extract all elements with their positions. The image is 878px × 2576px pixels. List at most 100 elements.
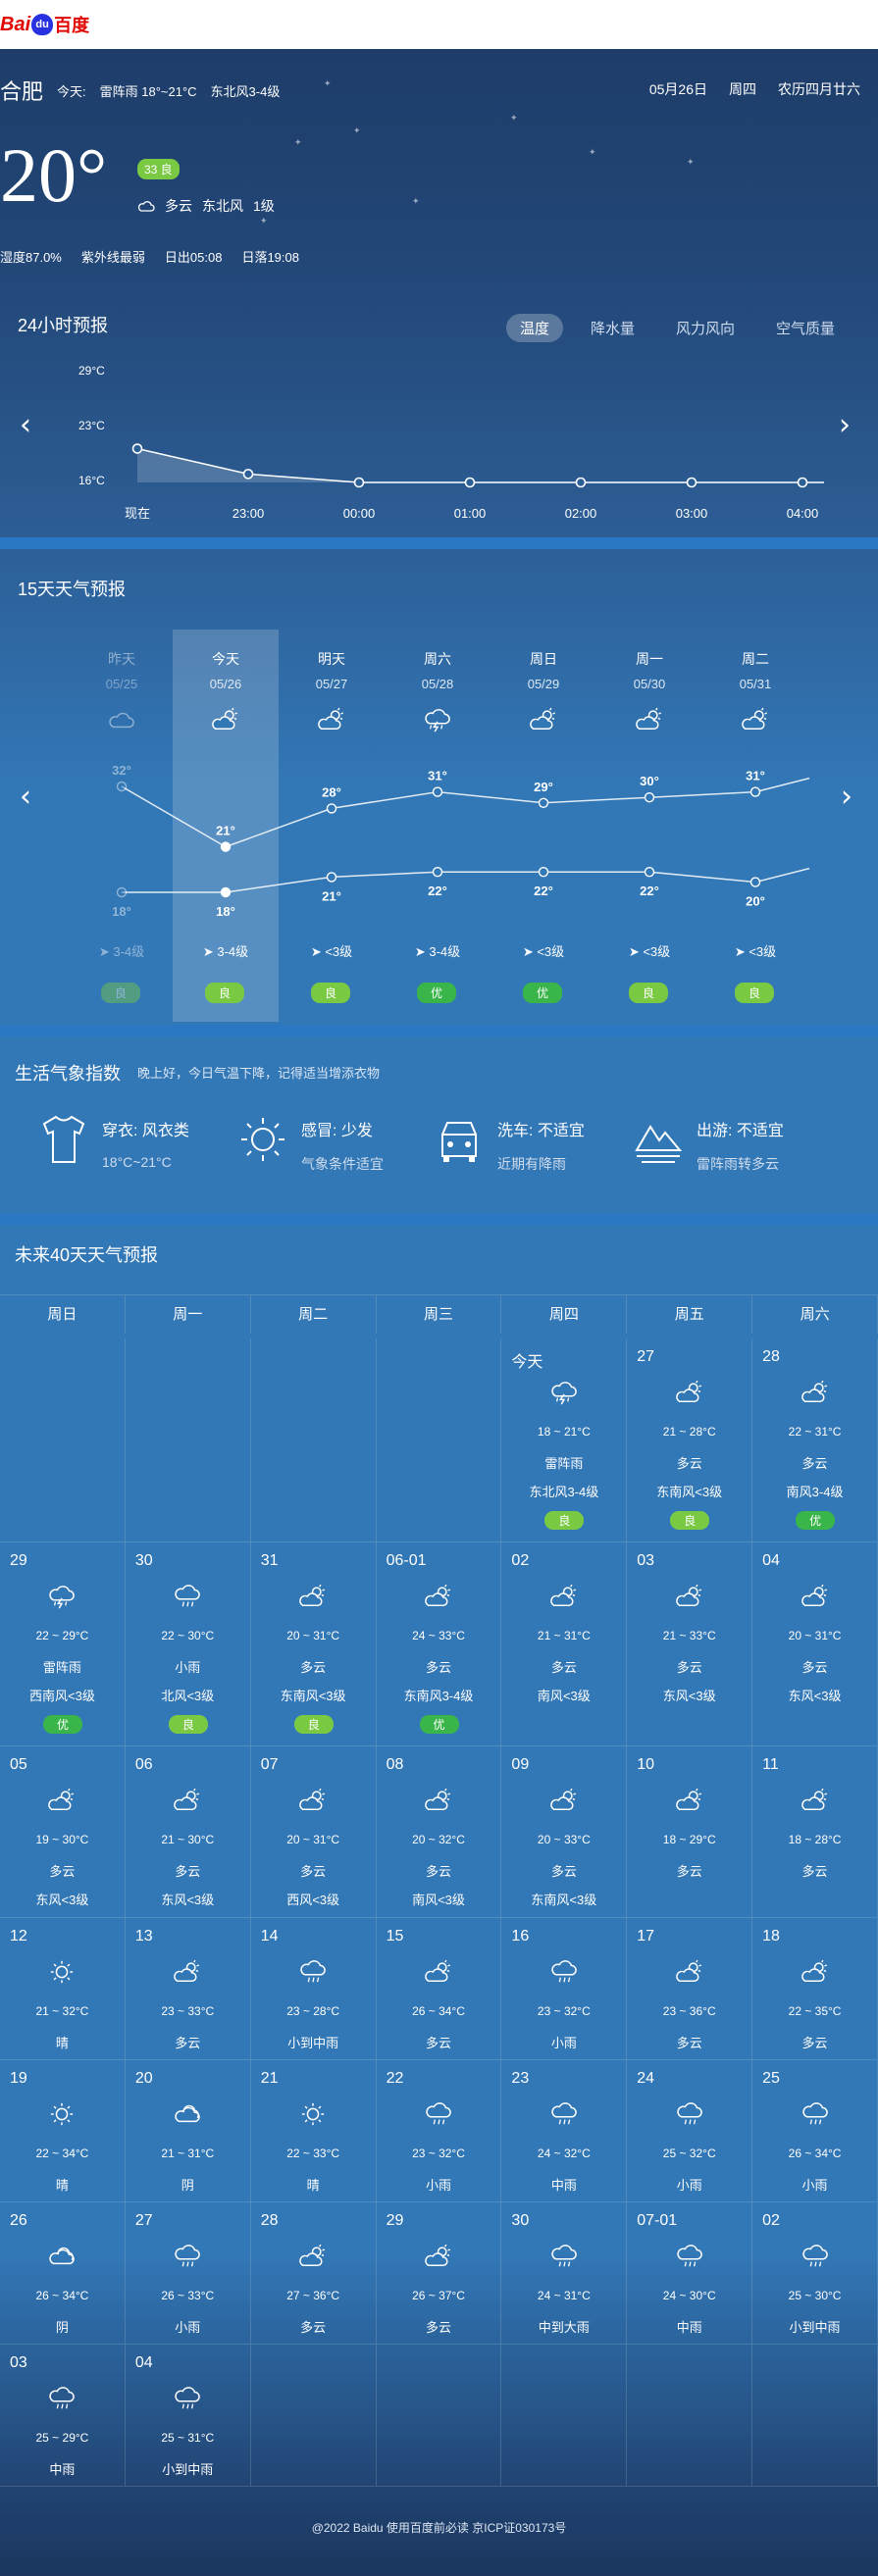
partly-cloudy-icon bbox=[174, 1959, 200, 1983]
day-column[interactable]: 周日 05/29 ➤ <3级优 bbox=[491, 630, 596, 1022]
life-subtitle: 晚上好，今日气温下降，记得适当增添衣物 bbox=[137, 1066, 381, 1081]
calendar-day-cell[interactable]: 19 22 ~ 34°C 晴 bbox=[0, 2060, 126, 2202]
day-column[interactable]: 周一 05/30 ➤ <3级良 bbox=[596, 630, 702, 1022]
cell-weather: 多云 bbox=[801, 1864, 828, 1879]
day-column[interactable]: 明天 05/27 ➤ <3级良 bbox=[279, 630, 385, 1022]
calendar-day-cell[interactable]: 27 21 ~ 28°C 多云 东南风<3级良 bbox=[627, 1339, 753, 1542]
calendar-day-cell[interactable]: 06 21 ~ 30°C 多云 东风<3级 bbox=[125, 1746, 251, 1918]
calendar-day-cell[interactable]: 28 27 ~ 36°C 多云 bbox=[250, 2202, 377, 2345]
day-column[interactable]: 周二 05/31 ➤ <3级良 bbox=[702, 630, 808, 1022]
calendar-day-cell[interactable]: 今天 18 ~ 21°C 雷阵雨 东北风3-4级良 bbox=[501, 1339, 628, 1542]
calendar-day-cell[interactable]: 02 21 ~ 31°C 多云 南风<3级 bbox=[501, 1542, 628, 1746]
city-name[interactable]: 合肥 bbox=[0, 79, 44, 104]
temp-point[interactable] bbox=[575, 477, 587, 488]
temp-point[interactable] bbox=[464, 477, 476, 488]
calendar-day-cell[interactable]: 30 22 ~ 30°C 小雨 北风<3级良 bbox=[125, 1542, 251, 1746]
life-item-travel[interactable]: 出游: 不适宜 雷阵雨转多云 bbox=[634, 1113, 784, 1174]
calendar-day-cell[interactable]: 26 26 ~ 34°C 阴 bbox=[0, 2202, 126, 2345]
calendar-day-cell[interactable]: 06-01 24 ~ 33°C 多云 东南风3-4级优 bbox=[376, 1542, 502, 1746]
calendar-day-cell[interactable]: 27 26 ~ 33°C 小雨 bbox=[125, 2202, 251, 2345]
chevron-right-icon[interactable]: › bbox=[839, 408, 851, 442]
calendar-day-cell[interactable]: 13 23 ~ 33°C 多云 bbox=[125, 1918, 251, 2060]
cell-weather: 多云 bbox=[676, 1864, 702, 1879]
cell-temp-range: 22 ~ 35°C bbox=[788, 2004, 842, 2018]
calendar-day-cell[interactable]: 17 23 ~ 36°C 多云 bbox=[627, 1918, 753, 2060]
day-column[interactable]: 周六 05/28 ➤ 3-4级优 bbox=[385, 630, 491, 1022]
temp-point[interactable] bbox=[686, 477, 697, 488]
calendar-day-cell[interactable]: 18 22 ~ 35°C 多云 bbox=[752, 1918, 878, 2060]
calendar-day-cell[interactable]: 22 23 ~ 32°C 小雨 bbox=[376, 2060, 502, 2202]
day-weekday: 今天 bbox=[212, 651, 239, 667]
calendar-day-cell[interactable]: 23 24 ~ 32°C 中雨 bbox=[501, 2060, 628, 2202]
life-item-cold[interactable]: 感冒: 少发 气象条件适宜 bbox=[238, 1113, 384, 1174]
calendar-day-cell[interactable]: 05 19 ~ 30°C 多云 东风<3级 bbox=[0, 1746, 126, 1918]
calendar-day-cell[interactable]: 03 25 ~ 29°C 中雨 bbox=[0, 2345, 126, 2487]
calendar-day-cell[interactable]: 30 24 ~ 31°C 中到大雨 bbox=[501, 2202, 628, 2345]
tab-wind[interactable]: 风力风向 bbox=[675, 321, 735, 337]
temp-point[interactable] bbox=[797, 477, 808, 488]
cell-icon-wrap bbox=[377, 2244, 501, 2273]
cell-weather: 多云 bbox=[425, 2320, 451, 2335]
cell-weather: 多云 bbox=[801, 2036, 828, 2050]
cell-temp-range: 23 ~ 33°C bbox=[161, 2004, 215, 2018]
calendar-day-cell[interactable]: 25 26 ~ 34°C 小雨 bbox=[752, 2060, 878, 2202]
cell-icon-wrap bbox=[126, 1584, 250, 1613]
calendar-day-cell[interactable]: 29 26 ~ 37°C 多云 bbox=[376, 2202, 502, 2345]
calendar-day-cell[interactable]: 10 18 ~ 29°C 多云 bbox=[627, 1746, 753, 1918]
thunder-icon bbox=[49, 1586, 76, 1609]
calendar-day-cell[interactable]: 15 26 ~ 34°C 多云 bbox=[376, 1918, 502, 2060]
car-icon bbox=[441, 1122, 477, 1162]
calendar-day-cell[interactable]: 04 20 ~ 31°C 多云 东风<3级 bbox=[752, 1542, 878, 1746]
cell-temp-range: 22 ~ 33°C bbox=[286, 2147, 340, 2160]
aqi-badge[interactable]: 33 良 bbox=[137, 159, 180, 179]
calendar-day-cell[interactable]: 11 18 ~ 28°C 多云 bbox=[752, 1746, 878, 1918]
day-wind: ➤ 3-4级 bbox=[414, 944, 461, 959]
tab-temperature[interactable]: 温度 bbox=[505, 314, 563, 342]
day-weekday: 周日 bbox=[530, 651, 557, 667]
chevron-left-icon[interactable]: ‹ bbox=[20, 408, 31, 442]
cell-wind: 南风3-4级 bbox=[786, 1485, 844, 1499]
calendar-day-cell[interactable]: 04 25 ~ 31°C 小到中雨 bbox=[125, 2345, 251, 2487]
temp-point[interactable] bbox=[131, 443, 143, 454]
calendar-day-cell[interactable]: 14 23 ~ 28°C 小到中雨 bbox=[250, 1918, 377, 2060]
baidu-logo[interactable]: Bai du 百度 bbox=[0, 12, 89, 37]
calendar-day-cell[interactable]: 07-01 24 ~ 30°C 中雨 bbox=[627, 2202, 753, 2345]
calendar-day-cell[interactable]: 07 20 ~ 31°C 多云 西风<3级 bbox=[250, 1746, 377, 1918]
day-date: 05/30 bbox=[633, 677, 666, 691]
day-date: 05/26 bbox=[209, 677, 242, 691]
calendar-day-cell[interactable]: 21 22 ~ 33°C 晴 bbox=[250, 2060, 377, 2202]
calendar-day-cell[interactable]: 31 20 ~ 31°C 多云 东南风<3级良 bbox=[250, 1542, 377, 1746]
cell-aqi-badge: 良 bbox=[670, 1511, 710, 1530]
rain-icon bbox=[551, 2102, 577, 2125]
calendar-day-cell[interactable]: 02 25 ~ 30°C 小到中雨 bbox=[752, 2202, 878, 2345]
low-temp-point bbox=[326, 872, 337, 883]
calendar-day-cell[interactable]: 08 20 ~ 32°C 多云 南风<3级 bbox=[376, 1746, 502, 1918]
cell-weather: 多云 bbox=[300, 1660, 327, 1675]
chevron-right-icon[interactable]: › bbox=[841, 780, 852, 814]
y-tick-label: 16°C bbox=[78, 474, 105, 487]
cell-icon-wrap bbox=[627, 1584, 751, 1613]
life-item-clothing[interactable]: 穿衣: 风衣类 18°C~21°C bbox=[39, 1113, 189, 1170]
chevron-left-icon[interactable]: ‹ bbox=[20, 780, 31, 814]
life-desc-cold: 气象条件适宜 bbox=[301, 1156, 384, 1172]
cell-temp-range: 25 ~ 29°C bbox=[35, 2431, 89, 2445]
tab-air-quality[interactable]: 空气质量 bbox=[775, 321, 835, 337]
calendar-day-cell[interactable]: 28 22 ~ 31°C 多云 南风3-4级优 bbox=[752, 1339, 878, 1542]
life-item-carwash[interactable]: 洗车: 不适宜 近期有降雨 bbox=[435, 1113, 585, 1174]
calendar-day-cell[interactable]: 09 20 ~ 33°C 多云 东南风<3级 bbox=[501, 1746, 628, 1918]
calendar-day-cell[interactable]: 20 21 ~ 31°C 阴 bbox=[125, 2060, 251, 2202]
calendar-day-cell[interactable]: 24 25 ~ 32°C 小雨 bbox=[627, 2060, 753, 2202]
cell-icon-wrap bbox=[251, 1584, 376, 1613]
tab-precipitation[interactable]: 降水量 bbox=[590, 321, 635, 337]
calendar-day-cell[interactable]: 29 22 ~ 29°C 雷阵雨 西南风<3级优 bbox=[0, 1542, 126, 1746]
day-column[interactable]: 昨天 05/25 ➤ 3-4级良 bbox=[69, 630, 175, 1022]
calendar-day-cell[interactable]: 12 21 ~ 32°C 晴 bbox=[0, 1918, 126, 2060]
x-tick-label: 现在 bbox=[125, 506, 150, 521]
calendar-day-cell[interactable]: 03 21 ~ 33°C 多云 东风<3级 bbox=[627, 1542, 753, 1746]
high-temp-point bbox=[116, 781, 128, 792]
temp-point[interactable] bbox=[242, 469, 254, 480]
cell-icon-wrap bbox=[0, 2101, 125, 2131]
calendar-day-cell[interactable]: 16 23 ~ 32°C 小雨 bbox=[501, 1918, 628, 2060]
temp-point[interactable] bbox=[353, 477, 365, 488]
high-temp-label: 32° bbox=[112, 763, 131, 778]
